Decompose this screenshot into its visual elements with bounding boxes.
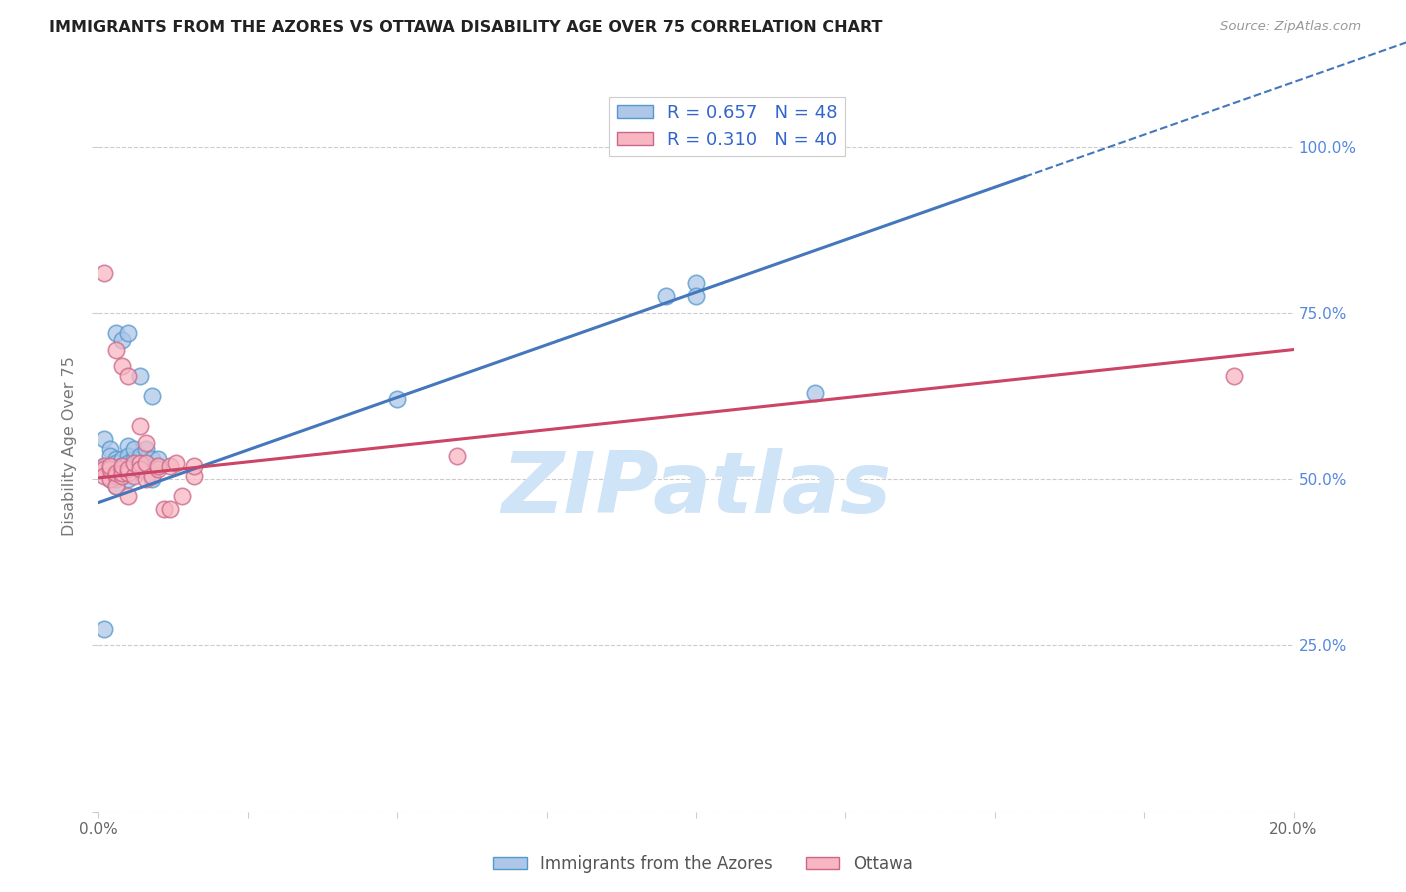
Point [183,469,205,483]
Point [141,472,163,486]
Point [93,266,115,280]
Point [117,326,139,340]
Point [105,469,128,483]
Point [93,469,115,483]
Text: IMMIGRANTS FROM THE AZORES VS OTTAWA DISABILITY AGE OVER 75 CORRELATION CHART: IMMIGRANTS FROM THE AZORES VS OTTAWA DIS… [49,20,883,35]
Point [93,433,115,447]
Point [98,462,122,476]
Point [105,326,128,340]
Point [117,456,139,470]
Point [135,456,157,470]
Point [141,389,163,403]
Point [105,343,128,357]
Point [98,458,122,473]
Point [655,289,678,303]
Point [117,449,139,463]
Point [111,469,134,483]
Point [124,452,146,467]
Point [98,472,122,486]
Point [105,472,128,486]
Point [129,462,152,476]
Point [98,442,122,457]
Point [93,458,115,473]
Point [105,479,128,493]
Point [446,449,468,463]
Point [135,442,157,457]
Point [117,369,139,384]
Point [111,462,134,476]
Legend: Immigrants from the Azores, Ottawa: Immigrants from the Azores, Ottawa [486,848,920,880]
Point [93,462,115,476]
Point [111,469,134,483]
Point [129,419,152,434]
Point [111,466,134,480]
Text: ZIPatlas: ZIPatlas [501,449,891,532]
Point [117,462,139,476]
Point [105,466,128,480]
Point [111,452,134,467]
Point [117,472,139,486]
Point [148,458,170,473]
Point [111,458,134,473]
Point [129,456,152,470]
Text: Source: ZipAtlas.com: Source: ZipAtlas.com [1220,20,1361,33]
Point [105,456,128,470]
Point [105,462,128,476]
Point [183,458,205,473]
Point [93,458,115,473]
Point [1223,369,1246,384]
Point [148,452,170,467]
Point [129,369,152,384]
Y-axis label: Disability Age Over 75: Disability Age Over 75 [62,356,77,536]
Point [159,502,181,516]
Point [105,458,128,473]
Point [135,472,157,486]
Point [135,462,157,476]
Point [111,333,134,347]
Point [98,449,122,463]
Point [129,458,152,473]
Point [124,462,146,476]
Point [111,462,134,476]
Point [165,456,187,470]
Point [117,489,139,503]
Point [111,458,134,473]
Point [685,289,707,303]
Point [141,469,163,483]
Point [148,462,170,476]
Point [111,466,134,480]
Point [117,466,139,480]
Point [105,452,128,467]
Point [124,458,146,473]
Point [135,435,157,450]
Point [124,469,146,483]
Point [129,462,152,476]
Point [129,449,152,463]
Point [804,385,827,400]
Point [172,489,194,503]
Point [124,442,146,457]
Point [135,458,157,473]
Point [148,458,170,473]
Point [153,502,176,516]
Point [685,276,707,290]
Point [98,472,122,486]
Point [159,458,181,473]
Point [385,392,409,407]
Point [129,452,152,467]
Point [111,458,134,473]
Point [124,456,146,470]
Point [93,462,115,476]
Point [141,452,163,467]
Point [105,479,128,493]
Legend: R = 0.657   N = 48, R = 0.310   N = 40: R = 0.657 N = 48, R = 0.310 N = 40 [609,96,845,156]
Point [117,439,139,453]
Point [93,622,115,636]
Point [111,359,134,374]
